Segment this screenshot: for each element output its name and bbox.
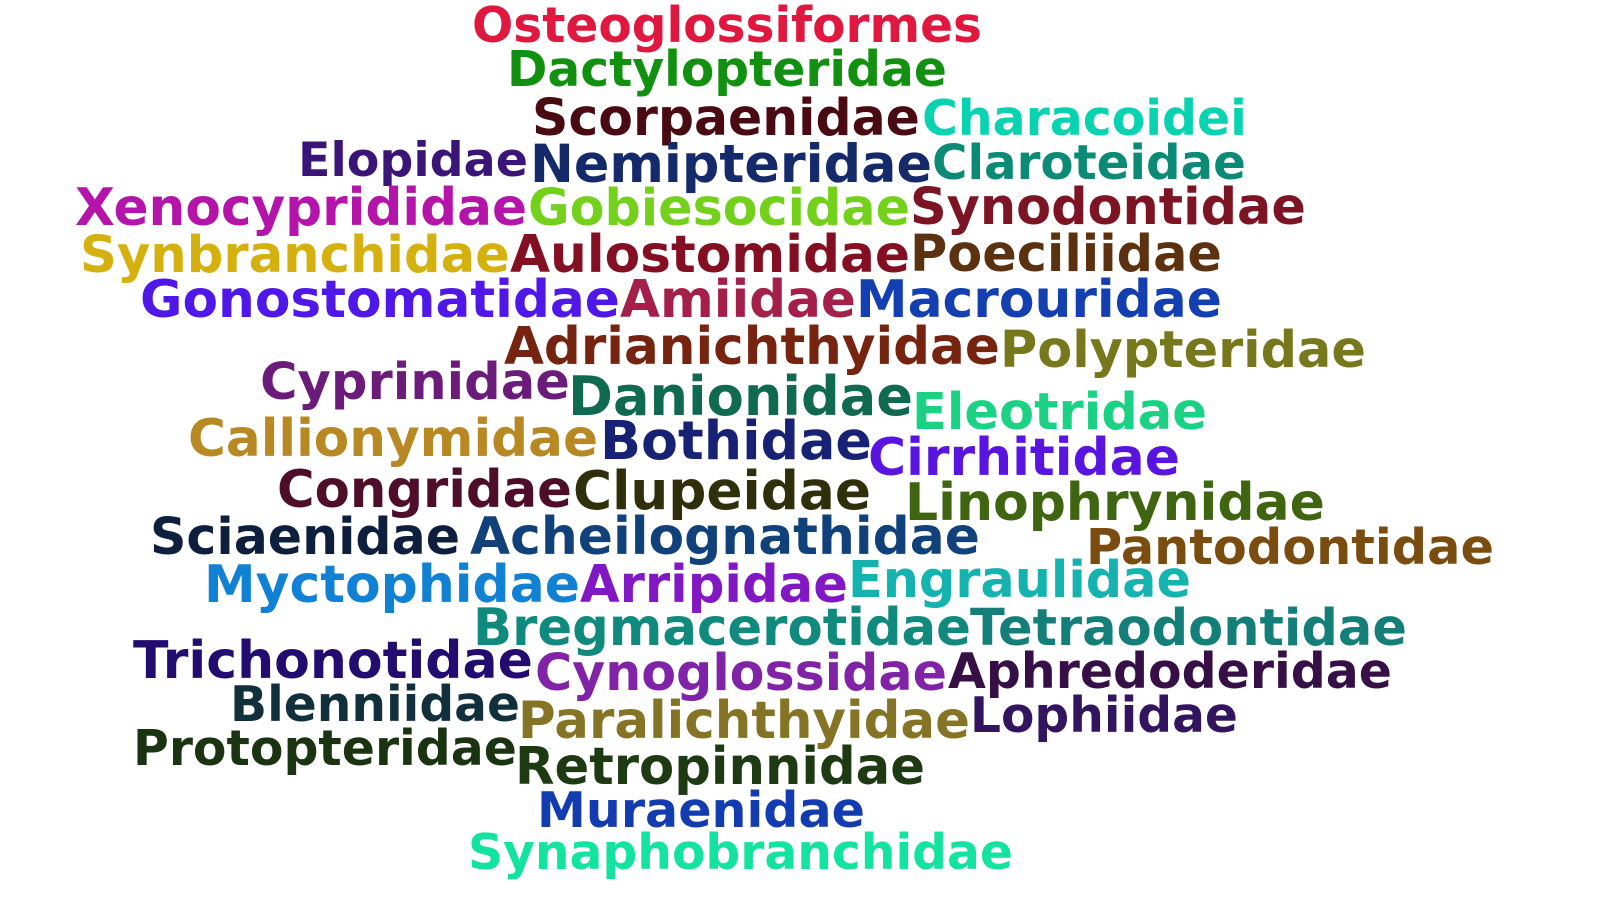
word-amiidae: Amiidae xyxy=(620,270,856,330)
word-protopteridae: Protopteridae xyxy=(133,720,517,777)
word-dactylopteridae: Dactylopteridae xyxy=(507,42,947,98)
word-bregmacerotidae: Bregmacerotidae xyxy=(473,598,971,658)
word-aulostomidae: Aulostomidae xyxy=(510,225,911,285)
word-engraulidae: Engraulidae xyxy=(848,550,1191,609)
word-claroteidae: Claroteidae xyxy=(932,135,1246,191)
word-gobiesocidae: Gobiesocidae xyxy=(528,178,910,237)
word-adrianichthyidae: Adrianichthyidae xyxy=(504,317,1000,377)
word-muraenidae: Muraenidae xyxy=(537,781,865,839)
word-tetraodontidae: Tetraodontidae xyxy=(970,599,1407,658)
word-eleotridae: Eleotridae xyxy=(912,383,1207,442)
word-callionymidae: Callionymidae xyxy=(188,409,598,469)
word-trichonotidae: Trichonotidae xyxy=(133,631,533,691)
word-paralichthyidae: Paralichthyidae xyxy=(518,691,970,751)
word-cirrhitidae: Cirrhitidae xyxy=(868,428,1180,488)
word-xenocyprididae: Xenocyprididae xyxy=(75,178,528,238)
word-synaphobranchidae: Synaphobranchidae xyxy=(468,825,1013,881)
word-cynoglossidae: Cynoglossidae xyxy=(535,643,947,702)
word-sciaenidae: Sciaenidae xyxy=(150,507,460,566)
word-characoidei: Characoidei xyxy=(922,90,1247,147)
word-nemipteridae: Nemipteridae xyxy=(530,134,932,195)
word-aphredoderidae: Aphredoderidae xyxy=(948,643,1392,700)
word-gonostomatidae: Gonostomatidae xyxy=(140,270,620,330)
word-elopidae: Elopidae xyxy=(298,133,528,188)
word-linophrynidae: Linophrynidae xyxy=(905,473,1325,533)
word-scorpaenidae: Scorpaenidae xyxy=(532,88,920,147)
word-retropinnidae: Retropinnidae xyxy=(515,737,926,797)
word-congridae: Congridae xyxy=(277,460,572,520)
word-synbranchidae: Synbranchidae xyxy=(80,225,510,285)
word-clupeidae: Clupeidae xyxy=(573,460,871,522)
word-poeciliidae: Poeciliidae xyxy=(910,225,1222,284)
word-arripidae: Arripidae xyxy=(580,555,848,615)
word-macrouridae: Macrouridae xyxy=(856,270,1222,330)
word-bothidae: Bothidae xyxy=(600,409,872,472)
word-polypteridae: Polypteridae xyxy=(1000,321,1366,380)
word-pantodontidae: Pantodontidae xyxy=(1086,518,1494,576)
word-acheilognathidae: Acheilognathidae xyxy=(470,507,980,567)
word-myctophidae: Myctophidae xyxy=(204,555,580,615)
word-blenniidae: Blenniidae xyxy=(230,677,520,733)
word-danionidae: Danionidae xyxy=(568,365,913,428)
word-cyprinidae: Cyprinidae xyxy=(260,353,570,412)
word-lophiidae: Lophiidae xyxy=(970,688,1238,744)
word-synodontidae: Synodontidae xyxy=(910,178,1306,237)
word-osteoglossiformes: Osteoglossiformes xyxy=(472,0,982,54)
